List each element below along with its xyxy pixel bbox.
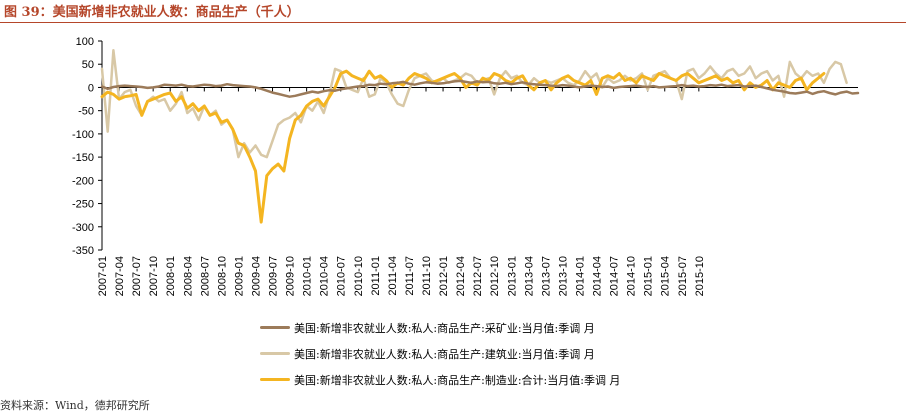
x-tick-label: 2007-01 (97, 256, 109, 296)
x-tick-label: 2008-01 (165, 256, 177, 296)
x-tick-label: 2014-07 (609, 256, 621, 296)
x-tick-label: 2014-04 (592, 256, 604, 296)
y-tick-label: -200 (72, 175, 94, 187)
legend-swatch-construction (260, 352, 290, 355)
x-tick-label: 2015-04 (660, 256, 672, 296)
y-tick-label: 100 (76, 36, 94, 48)
legend-swatch-mining (260, 326, 290, 329)
y-tick-label: -50 (78, 106, 94, 118)
x-tick-label: 2015-01 (643, 256, 655, 296)
series-line-mining (100, 79, 860, 98)
x-tick-label: 2009-04 (250, 256, 262, 296)
y-tick-label: -150 (72, 152, 94, 164)
x-tick-label: 2012-04 (455, 256, 467, 296)
legend-label-mining: 美国:新增非农就业人数:私人:商品生产:采矿业:当月值:季调 月 (294, 322, 595, 335)
source-note: 资料来源：Wind，德邦研究所 (0, 399, 150, 412)
x-tick-label: 2007-07 (131, 256, 143, 296)
legend-label-manufacturing: 美国:新增非农就业人数:私人:商品生产:制造业:合计:当月值:季调 月 (294, 374, 621, 387)
x-tick-label: 2008-10 (216, 256, 228, 296)
x-tick-label: 2010-04 (319, 256, 331, 296)
series-line-construction (100, 49, 848, 159)
y-tick-label: 50 (82, 59, 94, 71)
chart-legend: 美国:新增非农就业人数:私人:商品生产:采矿业:当月值:季调 月 美国:新增非农… (260, 318, 780, 396)
y-tick-label: -100 (72, 129, 94, 141)
legend-item-construction: 美国:新增非农就业人数:私人:商品生产:建筑业:当月值:季调 月 (260, 344, 780, 370)
legend-item-mining: 美国:新增非农就业人数:私人:商品生产:采矿业:当月值:季调 月 (260, 318, 780, 344)
y-axis: 100 50 0 -50 -100 -150 -200 -250 -300 -350 (72, 36, 103, 257)
x-tick-label: 2011-04 (387, 256, 399, 296)
x-tick-label: 2009-10 (285, 256, 297, 296)
x-tick-label: 2015-07 (677, 256, 689, 296)
x-tick-label: 2011-10 (421, 256, 433, 296)
x-tick-label: 2015-10 (694, 256, 706, 296)
figure-title: 图 39：美国新增非农就业人数：商品生产（千人） (4, 5, 300, 20)
x-tick-label: 2013-07 (540, 256, 552, 296)
series-line-manufacturing (100, 69, 826, 224)
x-tick-label: 2007-10 (148, 256, 160, 296)
x-tick-label: 2013-01 (506, 256, 518, 296)
x-tick-label: 2013-10 (557, 256, 569, 296)
figure-header: 图 39：美国新增非农就业人数：商品生产（千人） (0, 0, 906, 23)
x-tick-label: 2012-01 (438, 256, 450, 296)
x-tick-label: 2010-10 (353, 256, 365, 296)
y-tick-label: -300 (72, 222, 94, 234)
y-tick-label: -250 (72, 199, 94, 211)
x-tick-label: 2010-07 (336, 256, 348, 296)
legend-label-construction: 美国:新增非农就业人数:私人:商品生产:建筑业:当月值:季调 月 (294, 348, 595, 361)
x-tick-label: 2009-01 (233, 256, 245, 296)
x-tick-label: 2012-10 (489, 256, 501, 296)
x-axis: 2007-01 2007-04 2007-07 2007-10 2008-01 2008-… (97, 86, 858, 296)
x-tick-label: 2013-04 (523, 256, 535, 296)
x-tick-label: 2012-07 (472, 256, 484, 296)
series-group (100, 49, 860, 224)
legend-item-manufacturing: 美国:新增非农就业人数:私人:商品生产:制造业:合计:当月值:季调 月 (260, 370, 780, 396)
x-tick-label: 2008-07 (199, 256, 211, 296)
x-tick-label: 2014-01 (574, 256, 586, 296)
x-tick-label: 2007-04 (114, 256, 126, 296)
line-chart: 100 50 0 -50 -100 -150 -200 -250 -300 -350 2007-0… (72, 36, 860, 296)
x-tick-label: 2009-07 (268, 256, 280, 296)
x-tick-label: 2008-04 (182, 256, 194, 296)
legend-swatch-manufacturing (260, 378, 290, 381)
x-tick-label: 2011-01 (370, 256, 382, 296)
x-tick-label: 2011-07 (404, 256, 416, 296)
y-tick-label: -350 (72, 245, 94, 257)
x-tick-label: 2010-01 (302, 256, 314, 296)
y-tick-label: 0 (88, 82, 94, 94)
header-divider (0, 22, 906, 23)
x-tick-label: 2014-10 (626, 256, 638, 296)
